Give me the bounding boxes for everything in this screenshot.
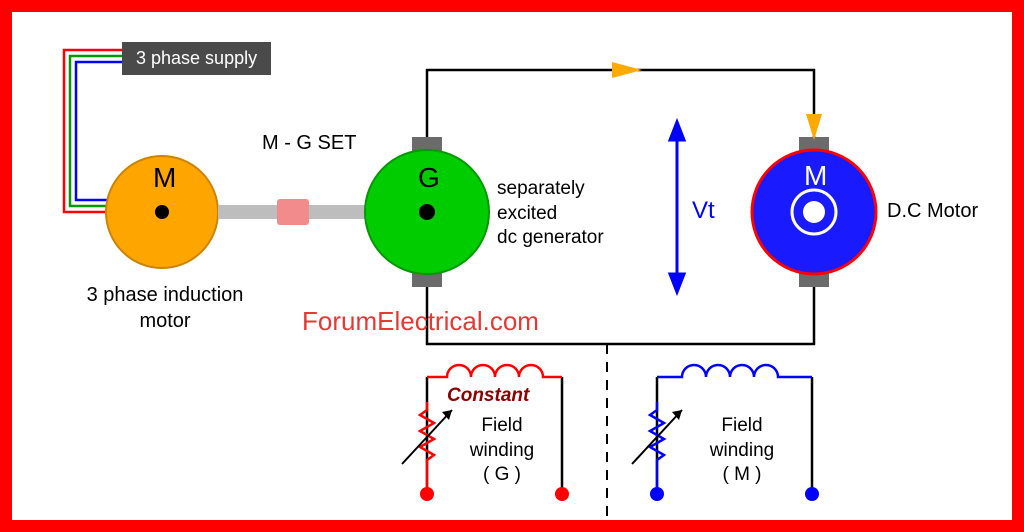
dc-generator (365, 137, 489, 287)
diagram-canvas: 3 phase supply M 3 phase inductionmotor … (22, 22, 1002, 514)
field-m-label: Fieldwinding( M ) (692, 414, 792, 488)
constant-label: Constant (447, 385, 529, 407)
diagram-frame: 3 phase supply M 3 phase inductionmotor … (0, 0, 1024, 532)
current-arrows (612, 62, 822, 140)
vt-label: Vt (692, 197, 715, 225)
generator-letter: G (418, 162, 440, 194)
mg-set-label: M - G SET (262, 130, 356, 156)
dc-motor-letter: M (804, 160, 827, 192)
watermark: ForumElectrical.com (302, 306, 539, 337)
vt-arrow (670, 122, 684, 292)
dc-motor-label: D.C Motor (887, 198, 978, 224)
supply-text: 3 phase supply (136, 48, 257, 68)
supply-box: 3 phase supply (122, 42, 271, 75)
mg-shaft (218, 199, 365, 225)
motor-letter: M (153, 162, 176, 194)
field-g-label: Fieldwinding( G ) (452, 414, 552, 488)
generator-label: separatelyexciteddc generator (497, 177, 627, 251)
motor-label: 3 phase inductionmotor (70, 282, 260, 334)
